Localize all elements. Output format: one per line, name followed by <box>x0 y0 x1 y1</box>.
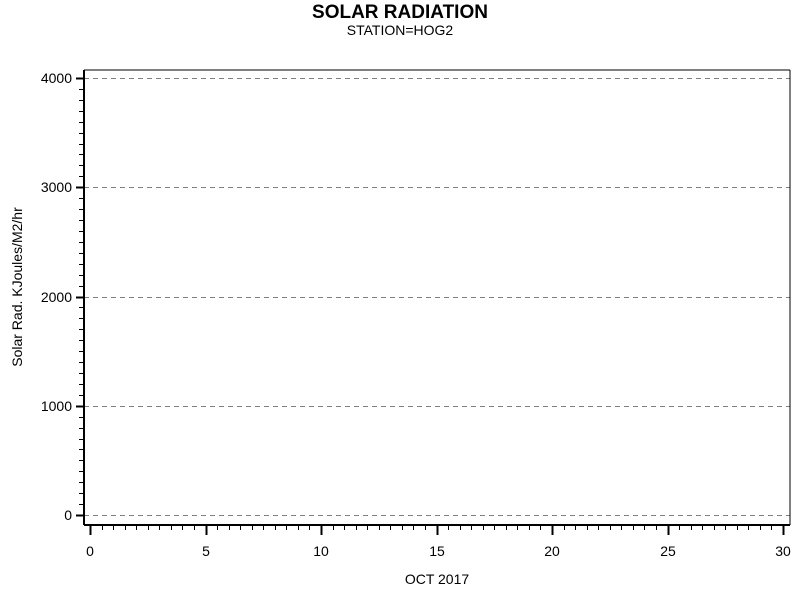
y-tick-label-3000: 3000 <box>41 179 72 195</box>
x-tick-label-30: 30 <box>775 543 791 559</box>
x-tick-label-5: 5 <box>202 543 210 559</box>
x-tick-label-15: 15 <box>429 543 445 559</box>
gridlines <box>84 78 790 516</box>
chart-title: SOLAR RADIATION <box>312 2 488 23</box>
x-tick-label-25: 25 <box>660 543 676 559</box>
plot-frame <box>83 69 791 526</box>
y-tick-label-2000: 2000 <box>41 289 72 305</box>
y-tick-label-1000: 1000 <box>41 398 72 414</box>
y-axis-label: Solar Rad. KJoules/M2/hr <box>9 207 25 367</box>
x-axis-label: OCT 2017 <box>405 571 470 587</box>
y-tick-label-0: 0 <box>64 507 72 523</box>
y-axis-ticks <box>76 77 84 517</box>
y-axis-tick-labels: 0 1000 2000 3000 4000 <box>41 70 72 523</box>
x-axis-ticks <box>89 525 785 535</box>
x-axis-tick-labels: 0 5 10 15 20 25 30 <box>86 543 791 559</box>
y-tick-label-4000: 4000 <box>41 70 72 86</box>
chart-subtitle: STATION=HOG2 <box>347 22 454 38</box>
x-tick-label-10: 10 <box>313 543 329 559</box>
x-tick-label-20: 20 <box>544 543 560 559</box>
x-tick-label-0: 0 <box>86 543 94 559</box>
